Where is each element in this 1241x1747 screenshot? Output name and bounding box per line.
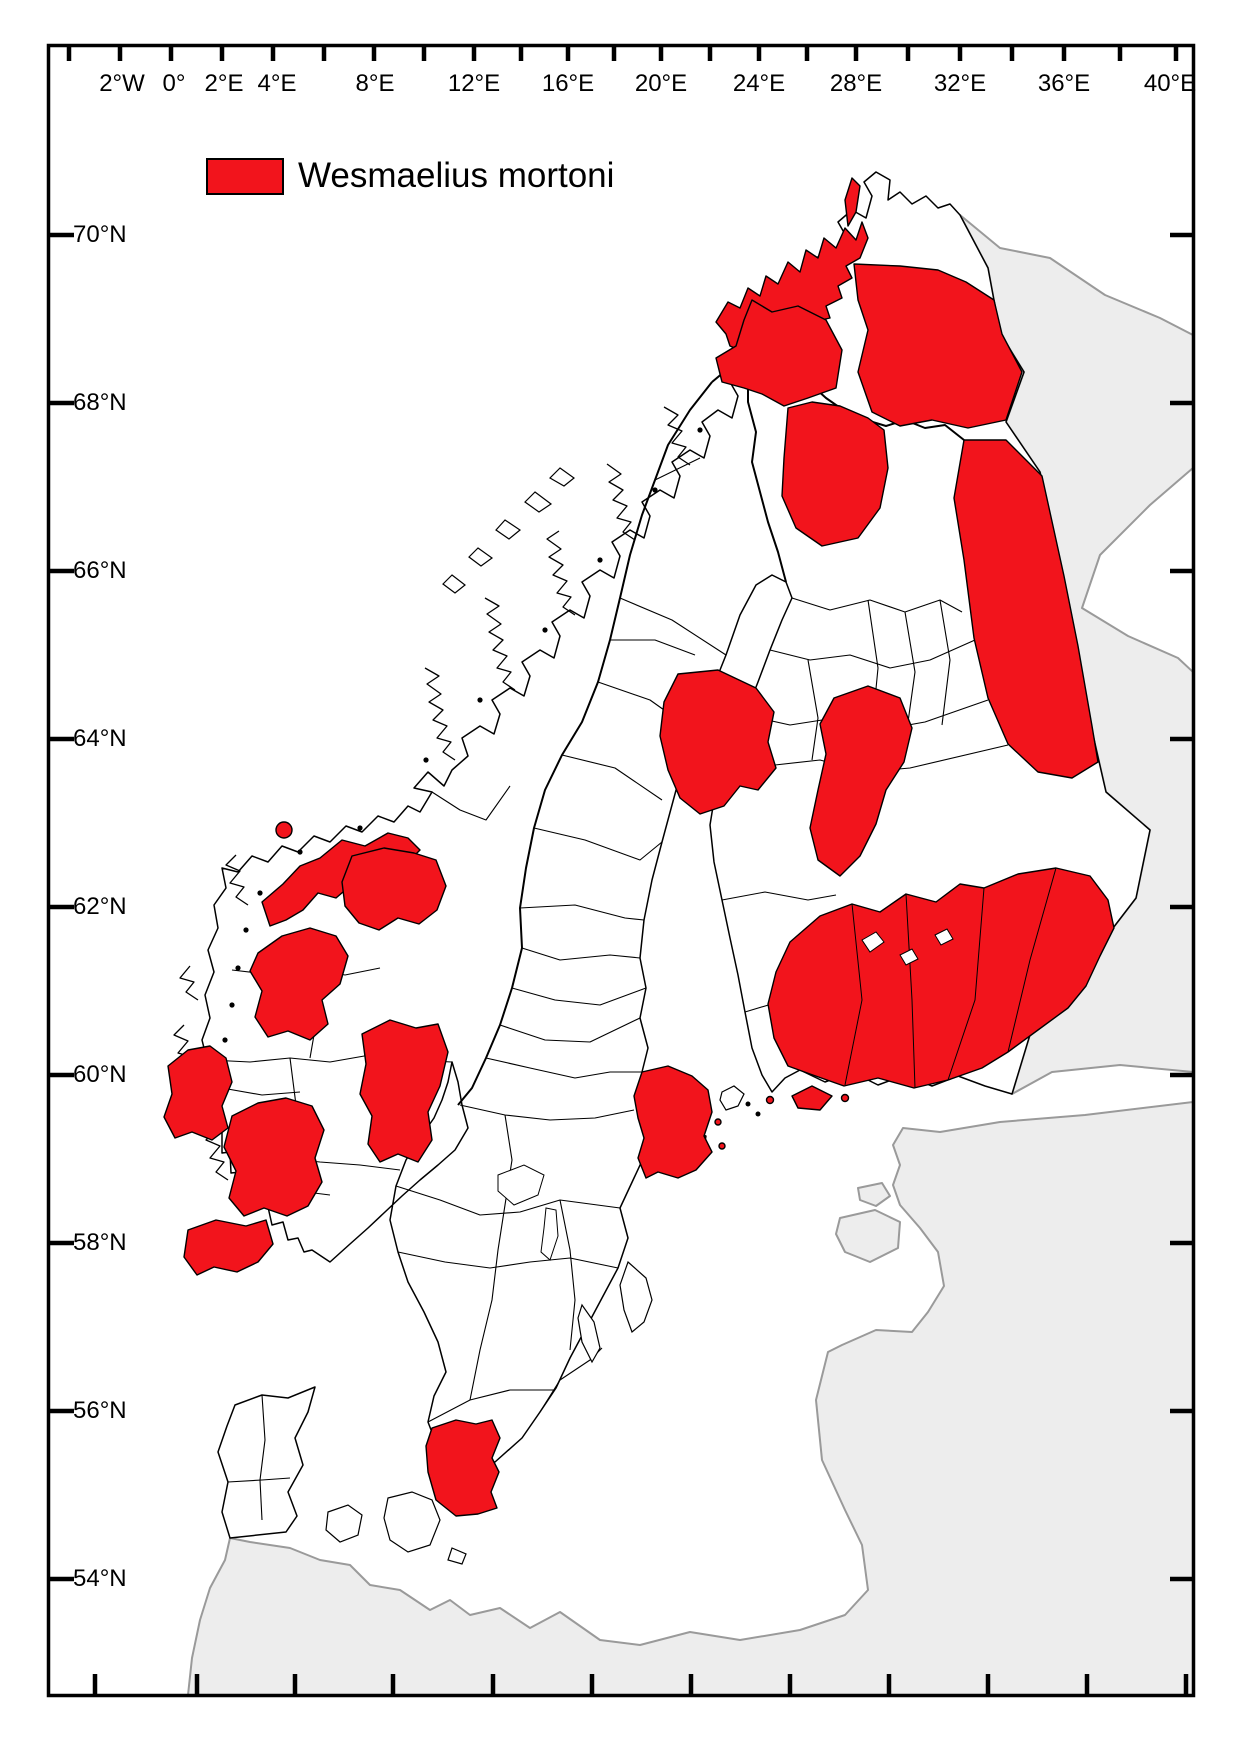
region-hordaland [163,1045,233,1141]
region-inner-trondelag [341,847,447,931]
region-inari-east-lapland [853,263,1023,429]
region-skane [425,1419,501,1517]
longitude-label: 4°E [257,70,297,97]
region-finnmark-island [844,177,861,227]
longitude-label: 36°E [1037,70,1091,97]
latitude-label: 68°N [73,389,127,416]
coastal-islands [222,367,738,1043]
longitude-label: 12°E [447,70,501,97]
region-south-ostrobothnia [809,685,913,877]
longitude-label: 2°E [204,70,244,97]
bottom-axis-ticks [92,1674,1189,1694]
region-uppland-islets [714,1118,726,1150]
legend: Wesmaelius mortoni [206,156,614,196]
right-axis-ticks [1170,232,1192,1582]
region-eastern-border-lapland [953,439,1099,779]
region-central-lapland [781,401,889,547]
scandinavia-outline [201,171,1151,1463]
region-sw-archipelago [693,1085,850,1149]
top-axis-ticks [66,47,1179,61]
longitude-label: 8°E [355,70,395,97]
southern-finland-internal-borders [844,867,1057,1089]
latitude-label: 56°N [73,1397,127,1424]
legend-swatch [206,157,284,195]
legend-label: Wesmaelius mortoni [298,156,615,195]
region-uppland [633,1065,713,1179]
latitude-label: 54°N [73,1565,127,1592]
baltic-islands [577,1085,761,1364]
latitude-label: 64°N [73,725,127,752]
region-hedmark-south-oppland [359,1019,449,1163]
latitude-label: 70°N [73,221,127,248]
longitude-label: 24°E [732,70,786,97]
lofoten-islands [442,467,575,594]
longitude-label: 32°E [933,70,987,97]
region-vasterbotten-coast [659,669,777,815]
island-saaremaa [835,1209,901,1263]
region-smola-island [275,821,293,839]
region-baltic-south [187,1101,1192,1694]
latitude-label: 66°N [73,557,127,584]
highlighted-provinces [163,177,1115,1517]
latitude-label: 62°N [73,893,127,920]
longitude-label: 20°E [634,70,688,97]
finland-lakes [861,931,885,953]
longitude-label: 0° [162,70,186,97]
region-inner-finnmark [715,299,843,407]
denmark [217,1386,467,1565]
longitude-label: 16°E [541,70,595,97]
longitude-label: 28°E [829,70,883,97]
lakes [497,1164,559,1261]
region-vest-agder [183,1219,274,1276]
left-axis-ticks [50,232,74,1582]
longitude-label: 2°W [99,70,145,97]
latitude-label: 58°N [73,1229,127,1256]
latitude-label: 60°N [73,1061,127,1088]
region-southern-finland-belt [767,867,1115,1089]
region-north-oppland [249,927,349,1041]
island-hiiumaa [857,1182,891,1207]
longitude-label: 40°E [1143,70,1197,97]
region-telemark-agder [223,1097,325,1217]
map-frame [46,43,1196,1698]
